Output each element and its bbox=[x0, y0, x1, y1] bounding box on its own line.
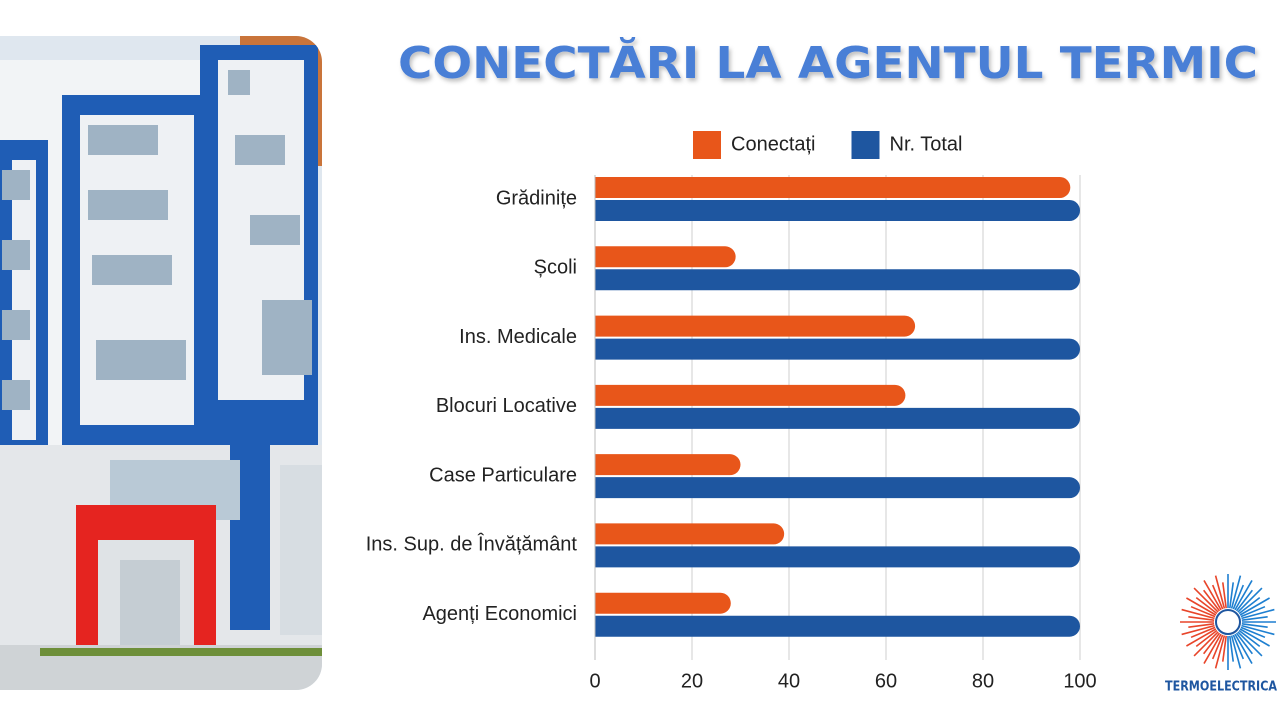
logo-ray bbox=[1190, 605, 1216, 618]
bar bbox=[595, 384, 906, 406]
logo-ray bbox=[1237, 631, 1263, 657]
logo-ray bbox=[1203, 580, 1222, 611]
x-tick-label: 0 bbox=[589, 670, 600, 692]
logo-ray bbox=[1221, 635, 1227, 662]
bar bbox=[595, 523, 785, 545]
logo-ray bbox=[1232, 584, 1245, 610]
logo-ray bbox=[1193, 587, 1219, 613]
logo-ray bbox=[1235, 632, 1253, 655]
bar bbox=[595, 269, 1080, 291]
logo-ray bbox=[1211, 584, 1224, 610]
x-tick-label: 40 bbox=[778, 670, 800, 692]
bar bbox=[595, 592, 731, 614]
logo-ray bbox=[1230, 635, 1242, 669]
logo-ray bbox=[1238, 597, 1261, 615]
y-tick-label: Agenți Economici bbox=[422, 603, 577, 625]
logo-ray bbox=[1229, 635, 1235, 662]
legend-swatch bbox=[851, 131, 880, 159]
logo-ray bbox=[1241, 615, 1268, 621]
logo-ray bbox=[1239, 597, 1270, 616]
logo-ray bbox=[1190, 626, 1216, 639]
y-tick-label: Case Particulare bbox=[429, 464, 577, 486]
logo-ray bbox=[1221, 582, 1227, 609]
logo-ray bbox=[1241, 623, 1268, 629]
logo-ray bbox=[1240, 626, 1266, 639]
legend-label: Conectați bbox=[731, 133, 816, 155]
logo-ray bbox=[1241, 608, 1275, 620]
logo-ray bbox=[1229, 582, 1235, 609]
logo-ray bbox=[1203, 632, 1221, 655]
legend-swatch bbox=[693, 131, 721, 159]
legend-label: Nr. Total bbox=[890, 133, 963, 155]
logo-ray bbox=[1214, 635, 1226, 669]
logo-ray bbox=[1188, 623, 1215, 629]
building-photo bbox=[0, 36, 322, 690]
logo-ray bbox=[1232, 634, 1245, 660]
x-tick-label: 20 bbox=[681, 670, 703, 692]
bar bbox=[595, 546, 1080, 568]
bar bbox=[595, 315, 916, 337]
y-tick-label: Grădinițe bbox=[496, 187, 577, 209]
logo-ray bbox=[1193, 631, 1219, 657]
bar bbox=[595, 200, 1080, 221]
y-tick-label: Ins. Medicale bbox=[459, 326, 577, 348]
logo-ray bbox=[1235, 589, 1253, 612]
logo-ray bbox=[1230, 575, 1242, 609]
logo-ray bbox=[1181, 624, 1215, 636]
bar bbox=[595, 615, 1080, 637]
logo-ray bbox=[1181, 608, 1215, 620]
y-tick-label: Blocuri Locative bbox=[436, 395, 577, 417]
bar bbox=[595, 477, 1080, 499]
bar bbox=[595, 454, 741, 476]
logo-ray bbox=[1214, 575, 1226, 609]
x-tick-label: 80 bbox=[972, 670, 994, 692]
y-tick-label: Școli bbox=[534, 257, 577, 279]
logo-ray bbox=[1203, 633, 1222, 664]
logo-core bbox=[1215, 609, 1241, 635]
y-tick-label: Ins. Sup. de Învățământ bbox=[366, 533, 578, 556]
logo-ray bbox=[1234, 633, 1253, 664]
logo bbox=[1180, 574, 1276, 670]
logo-ray bbox=[1237, 587, 1263, 613]
logo-ray bbox=[1195, 629, 1218, 647]
logo-ray bbox=[1241, 624, 1275, 636]
logo-ray bbox=[1186, 628, 1217, 647]
logo-ray bbox=[1203, 589, 1221, 612]
bar bbox=[595, 177, 1071, 198]
logo-ray bbox=[1188, 615, 1215, 621]
chart-title: CONECTĂRI LA AGENTUL TERMIC bbox=[398, 36, 1258, 89]
logo-ray bbox=[1186, 597, 1217, 616]
logo-ray bbox=[1195, 597, 1218, 615]
chart: 0 20 40 60 80 100 Conectați Nr. Total Grădinițe Ș… bbox=[366, 131, 1097, 692]
logo-ray bbox=[1234, 580, 1253, 611]
logo-ray bbox=[1240, 605, 1266, 618]
bar bbox=[595, 407, 1080, 429]
bar bbox=[595, 338, 1080, 360]
logo-ray bbox=[1238, 629, 1261, 647]
logo-ray bbox=[1239, 628, 1270, 647]
logo-text: TERMOELECTRICA bbox=[1165, 680, 1277, 695]
x-tick-label: 100 bbox=[1063, 670, 1096, 692]
bar bbox=[595, 246, 736, 268]
logo-ray bbox=[1211, 634, 1224, 660]
x-tick-label: 60 bbox=[875, 670, 897, 692]
